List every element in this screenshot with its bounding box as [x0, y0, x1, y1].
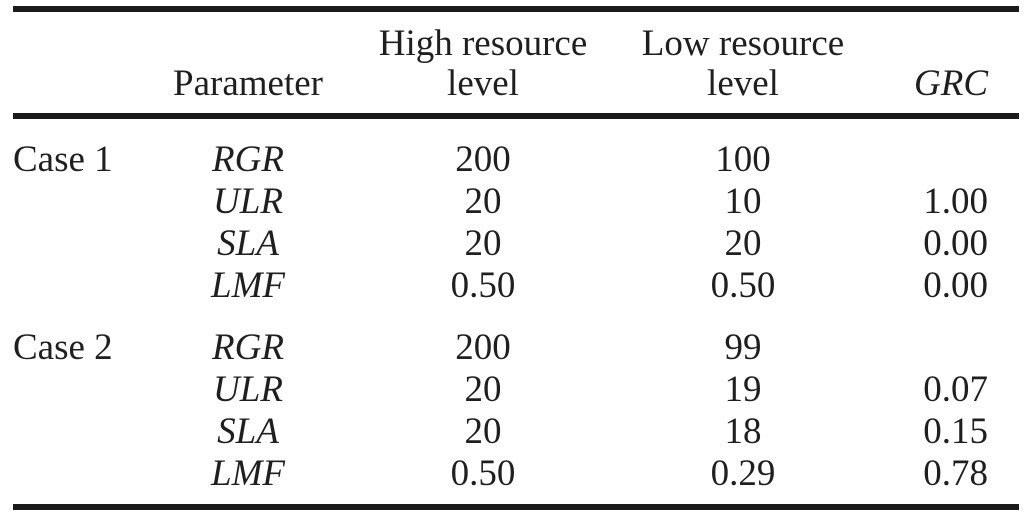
header-high-resource-level: High resource level: [333, 9, 633, 119]
parameter-cell: RGR: [212, 327, 284, 368]
header-case: [13, 9, 163, 119]
parameter-cell: SLA: [217, 411, 279, 452]
low-value-cell: 10: [724, 181, 762, 222]
parameter-cell: LMF: [211, 453, 285, 494]
header-row: Parameter High resource level Low resour…: [13, 9, 1019, 119]
grc-value-cell: 0.78: [923, 453, 988, 494]
table-row: SLA 20 20 0.00: [13, 223, 1019, 265]
grc-value-cell: [853, 116, 1019, 181]
table-row: SLA 20 18 0.15: [13, 411, 1019, 453]
high-value-cell: 20: [464, 369, 502, 410]
low-value-cell: 100: [715, 139, 771, 180]
high-value-cell: 0.50: [450, 453, 516, 494]
high-value-cell: 20: [464, 411, 502, 452]
table-row: LMF 0.50 0.50 0.00: [13, 265, 1019, 307]
low-value-cell: 0.50: [710, 265, 776, 306]
low-value-cell: 18: [724, 411, 762, 452]
parameters-table: Parameter High resource level Low resour…: [13, 6, 1019, 510]
header-parameter: Parameter: [163, 9, 333, 119]
header-low-line2: level: [707, 63, 779, 104]
high-value-cell: 200: [455, 327, 511, 368]
header-grc: GRC: [853, 9, 1019, 119]
parameter-cell: LMF: [211, 265, 285, 306]
table-body: Case 1 RGR 200 100 ULR 20 10 1.00 SLA 20…: [13, 116, 1019, 507]
high-value-cell: 0.50: [450, 265, 516, 306]
case-label: [13, 265, 163, 307]
header-high-line2: level: [447, 63, 519, 104]
low-value-cell: 0.29: [710, 453, 776, 494]
parameter-cell: ULR: [213, 369, 283, 410]
parameter-cell: RGR: [212, 139, 284, 180]
case-label: [13, 223, 163, 265]
high-value-cell: 20: [464, 181, 502, 222]
grc-value-cell: 0.15: [923, 411, 988, 452]
grc-value-cell: 0.00: [923, 223, 988, 264]
parameter-cell: ULR: [213, 181, 283, 222]
low-value-cell: 99: [724, 327, 762, 368]
grc-value-cell: 0.07: [923, 369, 988, 410]
header-low-resource-level: Low resource level: [633, 9, 853, 119]
header-high-line1: High resource: [378, 23, 588, 64]
table-header: Parameter High resource level Low resour…: [13, 9, 1019, 119]
case-label: Case 1: [13, 139, 113, 180]
table-row: ULR 20 10 1.00: [13, 181, 1019, 223]
low-value-cell: 20: [724, 223, 762, 264]
table-row: LMF 0.50 0.29 0.78: [13, 453, 1019, 507]
case-label: [13, 369, 163, 411]
grc-value-cell: 1.00: [923, 181, 988, 222]
table-row: Case 2 RGR 200 99: [13, 307, 1019, 369]
table-row: Case 1 RGR 200 100: [13, 116, 1019, 181]
case-label: Case 2: [13, 327, 113, 368]
high-value-cell: 200: [455, 139, 511, 180]
case-label: [13, 181, 163, 223]
grc-value-cell: 0.00: [923, 265, 988, 306]
table-row: ULR 20 19 0.07: [13, 369, 1019, 411]
case-label: [13, 411, 163, 453]
parameter-cell: SLA: [217, 223, 279, 264]
low-value-cell: 19: [724, 369, 762, 410]
grc-value-cell: [853, 307, 1019, 369]
header-low-line1: Low resource: [641, 23, 845, 64]
case-label: [13, 453, 163, 507]
high-value-cell: 20: [464, 223, 502, 264]
